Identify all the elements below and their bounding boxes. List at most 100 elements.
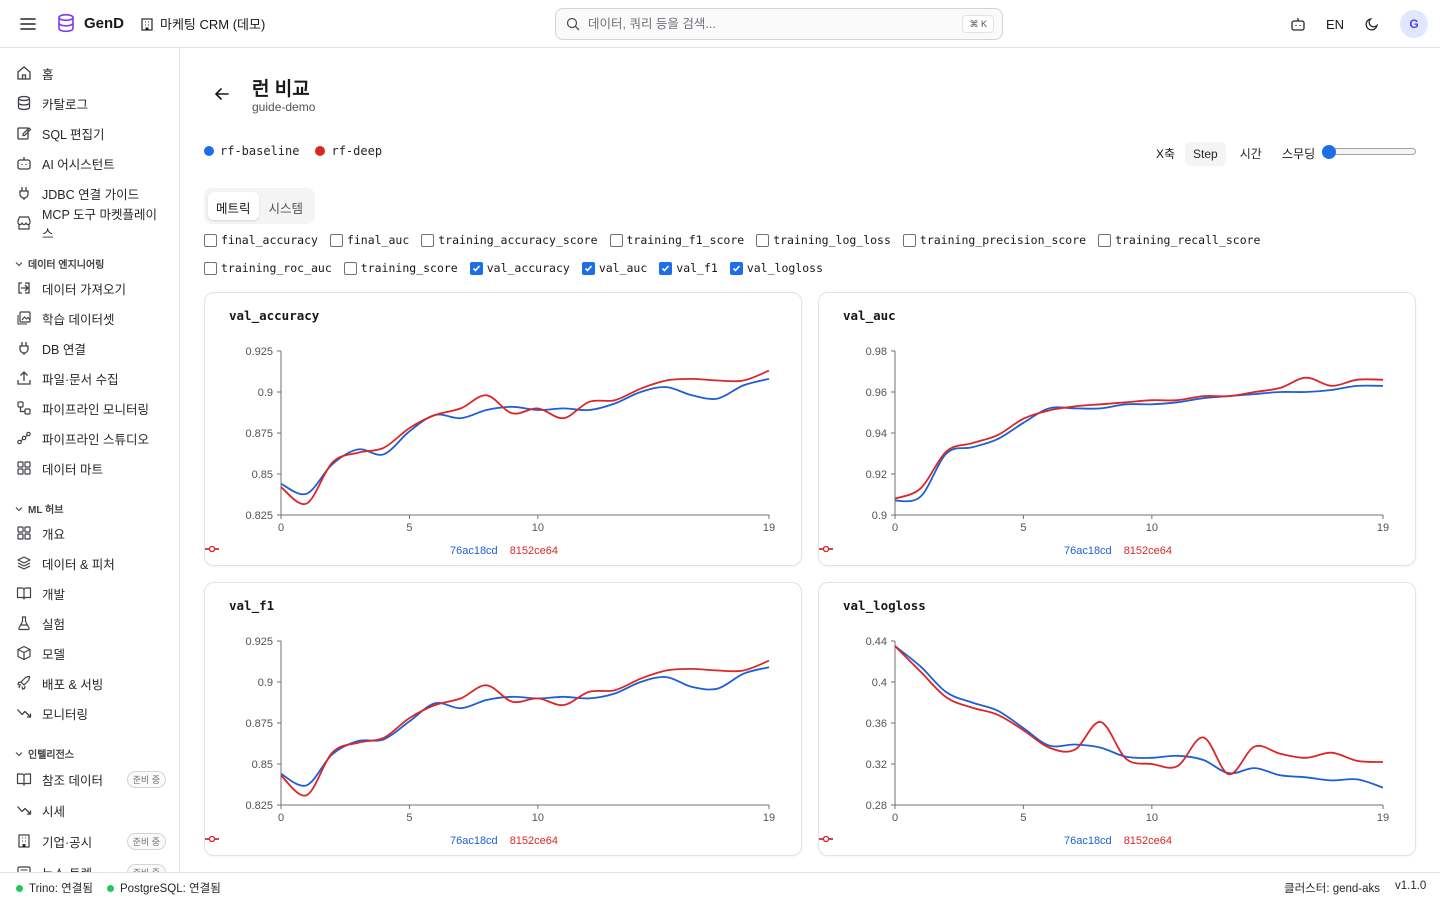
checkbox[interactable] [204, 261, 217, 275]
sidebar-item[interactable]: 카탈로그 [16, 93, 166, 113]
sidebar-item[interactable]: SQL 편집기 [16, 123, 166, 143]
checkbox[interactable] [659, 261, 673, 275]
sidebar-item[interactable]: 데이터 & 피처 [16, 553, 166, 573]
sidebar-item[interactable]: 실험 [16, 613, 166, 633]
checkbox[interactable] [204, 233, 217, 247]
legend-item[interactable]: 8152ce64 [819, 545, 1172, 557]
legend-label: 76ac18cd [1063, 545, 1112, 557]
sidebar-item[interactable]: 배포 & 서빙 [16, 673, 166, 693]
sidebar-item[interactable]: 시세 [16, 800, 166, 820]
sidebar-item[interactable]: 모델 [16, 643, 166, 663]
checkbox[interactable] [1098, 233, 1112, 247]
sidebar-item-label: 기업·공시 [42, 835, 93, 850]
sidebar-section-header[interactable]: ML 허브 [14, 501, 63, 516]
x-tick-label: 10 [1146, 812, 1158, 824]
metric-checkbox[interactable]: val_auc [581, 261, 647, 275]
sidebar-item[interactable]: 홈 [16, 63, 166, 83]
sidebar-item[interactable]: 파이프라인 스튜디오 [16, 428, 166, 448]
sidebar-item[interactable]: 파이프라인 모니터링 [16, 398, 166, 418]
sidebar-section-header[interactable]: 데이터 엔지니어링 [14, 256, 104, 271]
sidebar-item[interactable]: 모니터링 [16, 703, 166, 723]
sidebar-item[interactable]: 학습 데이터셋 [16, 308, 166, 328]
smoothing-slider[interactable] [1322, 145, 1416, 159]
legend-line-marker [819, 545, 833, 553]
x-axis-selector: X축 Step 시간 [1156, 140, 1270, 167]
sidebar-item[interactable]: 참조 데이터 준비 중 [16, 769, 166, 789]
menu-icon[interactable] [18, 14, 38, 34]
metric-chart-card: 0.28 0.32 0.36 0.4 0.44 0 5 10 19 val_logloss 76ac… [818, 582, 1416, 856]
checkbox[interactable] [756, 233, 770, 247]
metric-checkbox[interactable]: final_auc [329, 233, 409, 247]
checkbox[interactable] [729, 261, 743, 275]
user-avatar[interactable]: G [1400, 10, 1428, 38]
legend-item[interactable]: 8152ce64 [205, 545, 558, 557]
nodes-icon [16, 430, 32, 446]
moon-icon[interactable] [1364, 16, 1380, 32]
metric-checkbox[interactable]: training_f1_score [609, 233, 744, 247]
sidebar-item[interactable]: 개발 [16, 583, 166, 603]
sidebar-item-label: 모델 [42, 647, 66, 662]
back-arrow-icon[interactable] [212, 84, 232, 104]
x-tick-label: 10 [532, 812, 544, 824]
search-shortcut: ⌘ K [962, 15, 994, 33]
metric-checkbox[interactable]: val_f1 [659, 261, 718, 275]
images-icon [16, 310, 32, 326]
search-input[interactable] [588, 17, 1002, 31]
metric-checkbox[interactable]: training_precision_score [902, 233, 1086, 247]
legend-item[interactable]: 76ac18cd [819, 545, 1112, 557]
sidebar-item-label: 학습 데이터셋 [42, 312, 115, 327]
metric-name: training_accuracy_score [438, 233, 598, 247]
x-axis-time-option[interactable]: 시간 [1239, 147, 1262, 161]
project-selector[interactable]: 마케팅 CRM (데모) [140, 14, 265, 33]
sidebar-item[interactable]: 뉴스·트렌 준비 중 [16, 862, 166, 872]
sidebar-item[interactable]: 개요 [16, 523, 166, 543]
checkbox[interactable] [902, 233, 916, 247]
metric-checkbox[interactable]: training_accuracy_score [421, 233, 598, 247]
sidebar-item[interactable]: 데이터 가져오기 [16, 278, 166, 298]
checkbox[interactable] [343, 261, 357, 275]
metric-chart-card: 0.9 0.92 0.94 0.96 0.98 0 5 10 19 val_auc 76ac18cd… [818, 292, 1416, 566]
metric-checkbox[interactable]: final_accuracy [204, 233, 318, 247]
checkbox[interactable] [469, 261, 483, 275]
chart-legend: 76ac18cd 8152ce64 [205, 545, 803, 557]
sidebar-item[interactable]: DB 연결 [16, 338, 166, 358]
sidebar-item[interactable]: 파일·문서 수집 [16, 368, 166, 388]
sidebar-section-header[interactable]: 인텔리전스 [14, 746, 74, 761]
app-logo[interactable]: GenD [56, 13, 124, 33]
sidebar-item[interactable]: AI 어시스턴트 [16, 153, 166, 173]
language-toggle[interactable]: EN [1325, 16, 1344, 32]
rocket-icon [16, 675, 32, 691]
metric-checkbox[interactable]: training_log_loss [756, 233, 891, 247]
metric-name: training_log_loss [773, 233, 891, 247]
sidebar-item[interactable]: MCP 도구 마켓플레이스 [16, 208, 166, 241]
checkbox[interactable] [609, 233, 623, 247]
metric-checkbox[interactable]: training_roc_auc [204, 261, 332, 275]
metric-checkbox[interactable]: training_score [343, 261, 458, 275]
slider-thumb[interactable] [1322, 145, 1336, 159]
legend-item[interactable]: 76ac18cd [819, 835, 1112, 847]
sidebar-item[interactable]: JDBC 연결 가이드 [16, 183, 166, 203]
metric-checkbox-row-2: training_roc_auc training_score val_accura… [204, 261, 1424, 275]
checkbox[interactable] [581, 261, 595, 275]
sidebar-item[interactable]: 데이터 마트 [16, 458, 166, 478]
legend-item[interactable]: 8152ce64 [205, 835, 558, 847]
metric-checkbox[interactable]: val_logloss [729, 261, 823, 275]
tab-system[interactable]: 시스템 [268, 202, 304, 216]
sidebar-item[interactable]: 기업·공시 준비 중 [16, 831, 166, 851]
legend-item[interactable]: 8152ce64 [819, 835, 1172, 847]
checkbox[interactable] [421, 233, 435, 247]
sidebar-item-label: 개발 [42, 587, 66, 602]
run-legend-item: rf-deep [315, 144, 382, 158]
checkbox[interactable] [329, 233, 343, 247]
metric-checkbox[interactable]: training_recall_score [1098, 233, 1260, 247]
legend-item[interactable]: 76ac18cd [205, 545, 498, 557]
global-search[interactable]: ⌘ K [555, 8, 1003, 40]
legend-item[interactable]: 76ac18cd [205, 835, 498, 847]
x-axis-step-option[interactable]: Step [1185, 141, 1226, 166]
metric-checkbox[interactable]: val_accuracy [469, 261, 570, 275]
bot-icon[interactable] [1290, 16, 1306, 32]
chart-title: val_auc [843, 308, 896, 323]
sidebar-item-label: 홈 [42, 67, 54, 82]
tab-metrics[interactable]: 메트릭 [208, 192, 259, 220]
flask-icon [16, 615, 32, 631]
